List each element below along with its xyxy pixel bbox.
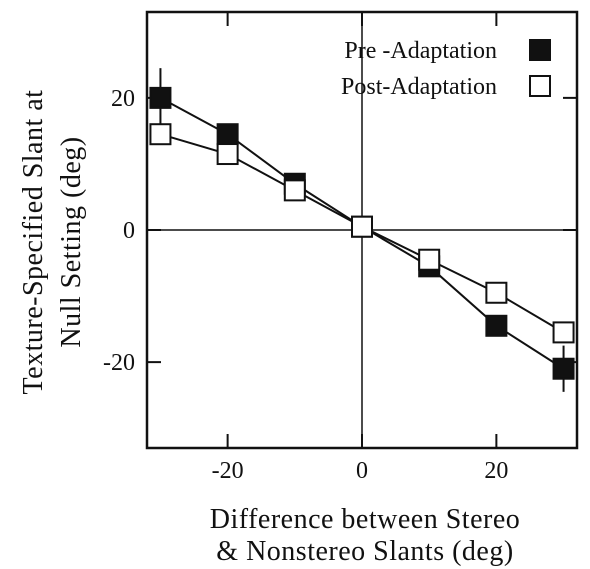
y-tick-label: 0 [123,218,135,244]
legend-marker [529,39,551,61]
data-point [418,248,441,271]
data-point [216,143,239,166]
data-point [485,281,508,304]
data-point [216,123,239,146]
x-axis-title-line-2: & Nonstereo Slants (deg) [216,536,513,567]
legend-label: Pre -Adaptation [344,38,497,64]
data-point [552,357,575,380]
y-axis-ticks: 20 0 -20 [103,86,577,376]
series-layer [149,68,575,392]
y-tick-label: 20 [111,86,135,112]
y-tick-label: -20 [103,350,135,376]
data-point [485,314,508,337]
series-post-adaptation [149,123,575,344]
y-axis-title-line-1: Texture-Specified Slant at [18,90,49,395]
y-axis-title-line-2: Null Setting (deg) [56,136,87,347]
data-point [283,179,306,202]
data-point [351,215,373,238]
legend-marker [529,75,551,97]
x-axis-title-line-1: Difference between Stereo [210,504,521,535]
x-axis-ticks: -20 0 20 [212,12,508,484]
x-tick-label: -20 [212,458,244,484]
data-point [149,123,172,146]
x-tick-label: 20 [484,458,508,484]
legend-label: Post-Adaptation [341,74,497,100]
x-tick-label: 0 [356,458,368,484]
data-point [149,86,172,109]
legend: Pre -Adaptation Post-Adaptation [341,38,551,100]
data-point [552,321,575,344]
